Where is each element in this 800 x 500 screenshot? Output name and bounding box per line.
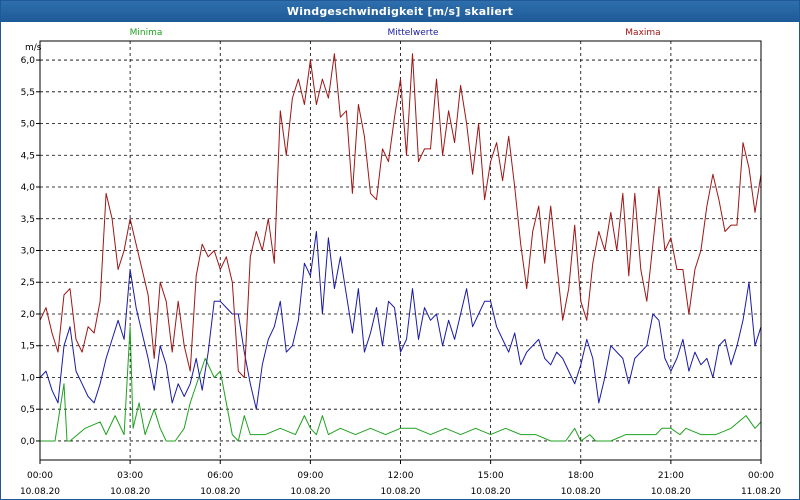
legend: Minima Mittelwerte Maxima xyxy=(130,28,661,38)
x-tick-date: 10.08.20 xyxy=(471,487,511,497)
series-line-maxima xyxy=(39,53,762,378)
x-tick-time: 21:00 xyxy=(658,471,684,481)
x-tick-date: 10.08.20 xyxy=(651,487,691,497)
series-lines xyxy=(39,53,762,442)
window-title: Windgeschwindigkeit [m/s] skaliert xyxy=(1,1,799,22)
x-tick-date: 11.08.20 xyxy=(741,487,781,497)
y-tick-label: 4,0 xyxy=(21,183,36,193)
x-tick-time: 00:00 xyxy=(748,471,774,481)
y-tick-label: 3,5 xyxy=(21,215,35,225)
series-line-minima xyxy=(40,326,762,442)
legend-entry-maxima: Maxima xyxy=(625,28,660,38)
legend-entry-mittelwerte: Mittelwerte xyxy=(387,28,438,38)
y-tick-label: 3,0 xyxy=(21,247,36,257)
x-tick-time: 15:00 xyxy=(478,471,504,481)
y-tick-label: 0,0 xyxy=(21,437,36,447)
x-tick-time: 00:00 xyxy=(27,471,53,481)
x-tick-date: 10.08.20 xyxy=(110,487,150,497)
y-tick-label: 0,5 xyxy=(21,405,35,415)
grid-lines xyxy=(40,41,761,460)
y-tick-label: 2,0 xyxy=(21,310,36,320)
x-tick-time: 18:00 xyxy=(568,471,594,481)
x-tick-time: 12:00 xyxy=(388,471,414,481)
y-tick-label: 6,0 xyxy=(21,56,36,66)
x-tick-time: 09:00 xyxy=(297,471,323,481)
y-axis-label: m/s xyxy=(25,43,42,53)
x-tick-date: 10.08.20 xyxy=(561,487,601,497)
y-tick-label: 4,5 xyxy=(21,151,35,161)
x-tick-time: 06:00 xyxy=(207,471,233,481)
x-tick-date: 10.08.20 xyxy=(290,487,330,497)
x-axis: 00:00 10.08.20 03:00 10.08.20 06:00 10.08.20 0… xyxy=(20,460,781,497)
y-tick-label: 2,5 xyxy=(21,278,35,288)
x-tick-date: 10.08.20 xyxy=(200,487,240,497)
x-tick-date: 10.08.20 xyxy=(20,487,60,497)
y-tick-label: 5,0 xyxy=(21,120,36,130)
wind-speed-chart: Minima Mittelwerte Maxima m/s 0,0 0,5 1,0 1,5 2… xyxy=(20,28,781,497)
y-tick-label: 1,0 xyxy=(21,373,36,383)
y-axis: m/s 0,0 0,5 1,0 1,5 2,0 2,5 3,0 3,5 4,0 4,5 5,0 5,5 6… xyxy=(21,43,42,447)
y-tick-label: 1,5 xyxy=(21,342,35,352)
series-line-mittelwerte xyxy=(39,231,762,410)
x-tick-time: 03:00 xyxy=(117,471,143,481)
legend-entry-minima: Minima xyxy=(130,28,163,38)
x-tick-date: 10.08.20 xyxy=(380,487,420,497)
y-tick-label: 5,5 xyxy=(21,88,35,98)
